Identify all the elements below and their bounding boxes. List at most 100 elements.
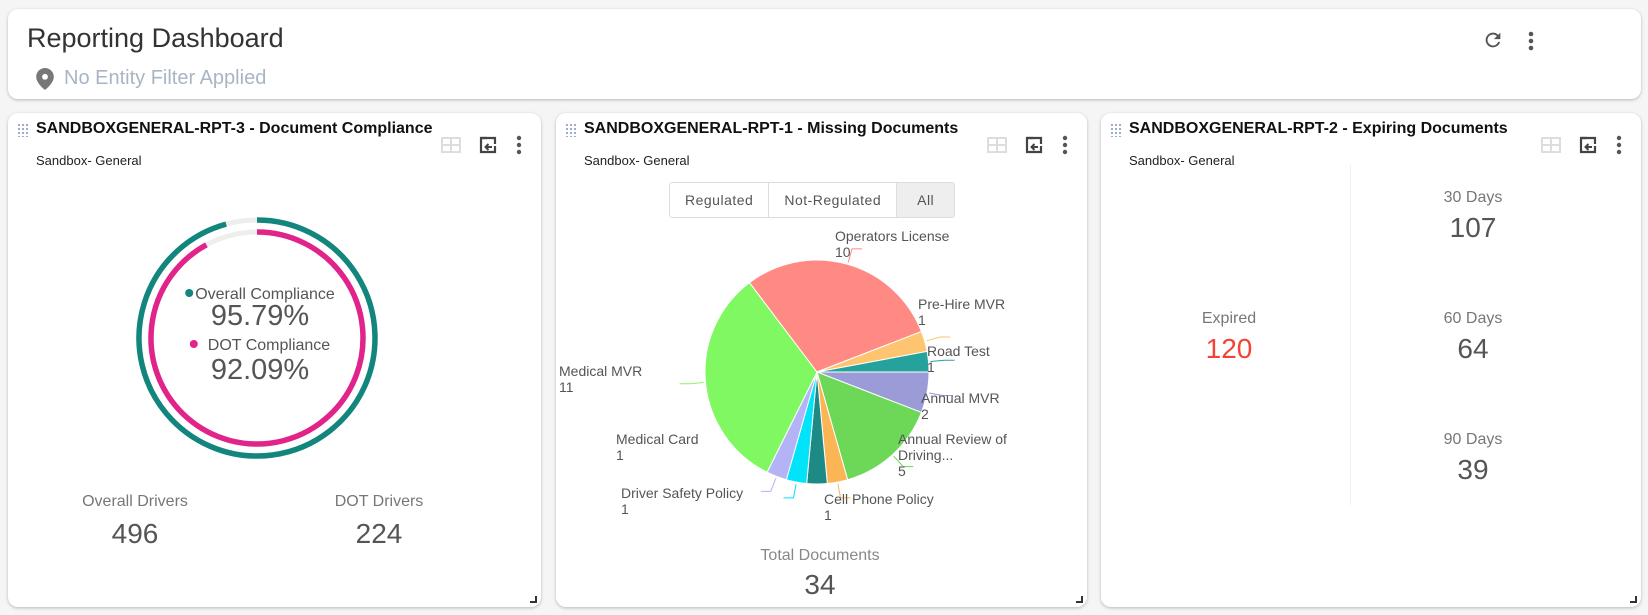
more-vert-icon[interactable] (1526, 29, 1536, 53)
pie-label-name: Medical Card (616, 431, 699, 447)
document-compliance-panel: SANDBOXGENERAL-RPT-3 - Document Complian… (8, 113, 541, 607)
pie-slice[interactable] (704, 281, 818, 473)
expired-label: Expired (1201, 310, 1257, 327)
dashboard-header: Reporting Dashboard No Entity Filter App… (8, 9, 1641, 99)
pie-label-name: Driving... (898, 447, 954, 463)
pie-leader-line (837, 483, 851, 499)
pie-label: Driver Safety Policy 1 (621, 485, 743, 517)
total-documents-label: Total Documents (760, 547, 880, 564)
drag-handle-icon[interactable] (565, 123, 577, 137)
pie-leader-line (783, 483, 797, 499)
pie-label-value: 11 (559, 379, 574, 395)
pie-leader-line (893, 455, 914, 468)
dot-drivers-label: DOT Drivers (334, 493, 424, 510)
pie-leader-line (928, 392, 953, 397)
pie-label-name: Medical MVR (559, 363, 643, 379)
pie-label: Operators License 10 (835, 228, 949, 260)
pie-label: Pre-Hire MVR 1 (918, 296, 1005, 328)
pie-leader-line (847, 248, 863, 263)
30-days-label: 30 Days (1443, 189, 1503, 206)
table-view-icon[interactable] (1541, 137, 1561, 153)
panel-title: SANDBOXGENERAL-RPT-3 - Document Complian… (36, 120, 433, 137)
30-days-value: 107 (1449, 212, 1497, 243)
table-view-icon[interactable] (987, 137, 1007, 153)
toggle-regulated[interactable]: Regulated (670, 183, 770, 217)
missing-documents-panel: SANDBOXGENERAL-RPT-1 - Missing Documents… (556, 113, 1087, 607)
90-days-label: 90 Days (1443, 431, 1503, 448)
toggle-all[interactable]: All (897, 183, 955, 217)
missing-documents-pie (679, 248, 955, 499)
pie-label-value: 2 (921, 406, 929, 422)
toggle-not-regulated[interactable]: Not-Regulated (769, 183, 898, 217)
expired-value: 120 (1205, 333, 1253, 364)
pie-label-value: 1 (616, 447, 624, 463)
panel-title: SANDBOXGENERAL-RPT-2 - Expiring Document… (1129, 120, 1508, 137)
dot-compliance-ring (148, 229, 366, 447)
pie-label-value: 1 (918, 312, 926, 328)
90-days-value: 39 (1457, 454, 1489, 485)
60-days-value: 64 (1457, 333, 1489, 364)
overall-compliance-legend: Overall Compliance (185, 286, 335, 304)
pie-label-name: Annual MVR (921, 390, 1000, 406)
pie-slice[interactable] (816, 350, 930, 373)
drag-handle-icon[interactable] (1110, 123, 1122, 137)
pie-label-name: Annual Review of (898, 431, 1007, 447)
page-title: Reporting Dashboard (27, 23, 284, 53)
overall-drivers-value: 496 (111, 518, 159, 549)
pie-label: Annual MVR 2 (921, 390, 1000, 422)
pie-label: Cell Phone Policy 1 (824, 491, 934, 523)
pie-label-name: Driver Safety Policy (621, 485, 744, 501)
overall-drivers-label: Overall Drivers (82, 493, 188, 510)
panel-subtitle: Sandbox- General (1129, 153, 1235, 168)
pie-leader-line (760, 478, 777, 492)
pie-slice[interactable] (816, 371, 923, 481)
expiring-documents-panel: SANDBOXGENERAL-RPT-2 - Expiring Document… (1101, 113, 1641, 607)
more-vert-icon[interactable] (1061, 135, 1069, 155)
overall-compliance-value: 95.79% (210, 300, 310, 332)
more-vert-icon[interactable] (515, 135, 523, 155)
dot-drivers-value: 224 (355, 518, 403, 549)
pie-label: Road Test 1 (927, 343, 990, 375)
panel-title: SANDBOXGENERAL-RPT-1 - Missing Documents (584, 120, 959, 137)
pie-leader-line (926, 336, 951, 342)
entity-filter[interactable]: No Entity Filter Applied (36, 67, 266, 90)
entity-filter-text: No Entity Filter Applied (64, 67, 267, 89)
map-pin-icon (36, 67, 54, 90)
pie-label-value: 5 (898, 463, 906, 479)
pie-label-name: Operators License (835, 228, 950, 244)
total-documents-value: 34 (804, 569, 836, 600)
regulation-toggle[interactable]: Regulated Not-Regulated All (669, 182, 956, 218)
more-vert-icon[interactable] (1615, 135, 1623, 155)
resize-handle[interactable] (530, 596, 537, 603)
pie-label-value: 10 (835, 244, 851, 260)
overall-compliance-ring (136, 217, 378, 459)
column-divider (1350, 165, 1351, 505)
pie-label-name: Cell Phone Policy (824, 491, 934, 507)
compliance-rings (136, 217, 378, 459)
pie-label-name: Pre-Hire MVR (918, 296, 1006, 312)
pie-leader-line (930, 359, 955, 362)
pie-label: Medical Card 1 (616, 431, 698, 463)
teal-dot-icon (185, 289, 194, 297)
export-icon[interactable] (479, 136, 497, 154)
resize-handle[interactable] (1630, 596, 1637, 603)
export-icon[interactable] (1579, 136, 1597, 154)
pink-dot-icon (189, 340, 198, 348)
pie-label-value: 1 (621, 501, 629, 517)
table-view-icon[interactable] (441, 137, 461, 153)
pie-label: Medical MVR 11 (559, 363, 642, 395)
pie-label-value: 1 (927, 359, 935, 375)
refresh-icon[interactable] (1482, 29, 1504, 51)
drag-handle-icon[interactable] (17, 123, 29, 137)
pie-leader-line (679, 382, 704, 385)
pie-label: Annual Review of Driving... 5 (898, 431, 1007, 479)
dot-compliance-legend: DOT Compliance (189, 337, 330, 355)
pie-label-value: 1 (824, 507, 832, 523)
resize-handle[interactable] (1076, 596, 1083, 603)
pie-slice[interactable] (748, 259, 923, 373)
panel-subtitle: Sandbox- General (36, 153, 142, 168)
panel-subtitle: Sandbox- General (584, 153, 690, 168)
export-icon[interactable] (1025, 136, 1043, 154)
pie-label-name: Road Test (927, 343, 990, 359)
dot-compliance-value: 92.09% (210, 354, 310, 386)
